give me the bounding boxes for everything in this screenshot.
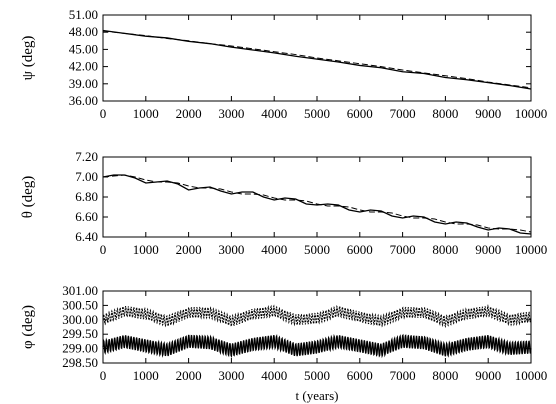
x-tick-label: 10000 bbox=[515, 106, 548, 121]
x-axis-label: t (years) bbox=[296, 388, 339, 403]
y-tick-label: 6.60 bbox=[75, 209, 98, 224]
y-tick-label: 6.80 bbox=[75, 189, 98, 204]
x-tick-label: 6000 bbox=[347, 242, 373, 257]
x-tick-label: 2000 bbox=[176, 242, 202, 257]
x-tick-label: 0 bbox=[100, 368, 107, 383]
x-tick-label: 2000 bbox=[176, 368, 202, 383]
x-tick-label: 1000 bbox=[133, 242, 159, 257]
y-tick-label: 7.00 bbox=[75, 169, 98, 184]
x-tick-label: 3000 bbox=[218, 106, 244, 121]
y-tick-label: 42.00 bbox=[69, 59, 98, 74]
y-tick-label: 6.40 bbox=[75, 229, 98, 244]
x-tick-label: 9000 bbox=[475, 368, 501, 383]
x-tick-label: 9000 bbox=[475, 242, 501, 257]
x-tick-label: 8000 bbox=[432, 242, 458, 257]
y-tick-label: 45.00 bbox=[69, 41, 98, 56]
y-axis-label: θ (deg) bbox=[20, 176, 36, 219]
x-tick-label: 3000 bbox=[218, 242, 244, 257]
y-tick-label: 300.50 bbox=[62, 297, 98, 312]
x-tick-label: 8000 bbox=[432, 368, 458, 383]
y-tick-label: 7.20 bbox=[75, 149, 98, 164]
x-tick-label: 6000 bbox=[347, 106, 373, 121]
x-tick-label: 3000 bbox=[218, 368, 244, 383]
x-tick-label: 6000 bbox=[347, 368, 373, 383]
y-tick-label: 300.00 bbox=[62, 312, 98, 327]
series-line-solid bbox=[102, 29, 532, 90]
y-tick-label: 298.50 bbox=[62, 355, 98, 370]
x-tick-label: 4000 bbox=[261, 106, 287, 121]
y-tick-label: 51.00 bbox=[69, 7, 98, 22]
y-tick-label: 36.00 bbox=[69, 93, 98, 108]
series-line-solid bbox=[102, 333, 532, 359]
x-tick-label: 1000 bbox=[133, 368, 159, 383]
y-tick-label: 301.00 bbox=[62, 283, 98, 298]
x-tick-label: 2000 bbox=[176, 106, 202, 121]
x-tick-label: 5000 bbox=[304, 368, 330, 383]
y-tick-label: 39.00 bbox=[69, 76, 98, 91]
x-tick-label: 4000 bbox=[261, 242, 287, 257]
x-tick-label: 7000 bbox=[390, 368, 416, 383]
y-tick-label: 299.50 bbox=[62, 326, 98, 341]
y-axis-label: φ (deg) bbox=[20, 305, 36, 349]
series-line-dashed bbox=[102, 304, 532, 329]
x-tick-label: 5000 bbox=[304, 106, 330, 121]
x-tick-label: 5000 bbox=[304, 242, 330, 257]
y-tick-label: 48.00 bbox=[69, 24, 98, 39]
x-tick-label: 4000 bbox=[261, 368, 287, 383]
y-axis-label: ψ (deg) bbox=[20, 36, 36, 81]
y-tick-label: 299.00 bbox=[62, 341, 98, 356]
series-line-dashed bbox=[102, 174, 532, 233]
x-tick-label: 1000 bbox=[133, 106, 159, 121]
x-tick-label: 7000 bbox=[390, 106, 416, 121]
x-tick-label: 10000 bbox=[515, 368, 548, 383]
plot-frame bbox=[102, 156, 532, 238]
plot-frame bbox=[102, 14, 532, 102]
x-tick-label: 8000 bbox=[432, 106, 458, 121]
panel-2: 6.40 6.60 6.80 7.00 7.20 0 1000 2000 3000 4000 500… bbox=[20, 149, 547, 257]
x-tick-label: 9000 bbox=[475, 106, 501, 121]
x-tick-label: 7000 bbox=[390, 242, 416, 257]
x-tick-label: 10000 bbox=[515, 242, 548, 257]
x-tick-label: 0 bbox=[100, 242, 107, 257]
panel-1: 36.00 39.00 42.00 45.00 48.00 51.00 0 1000 2000 3… bbox=[20, 7, 547, 121]
x-tick-label: 0 bbox=[100, 106, 107, 121]
